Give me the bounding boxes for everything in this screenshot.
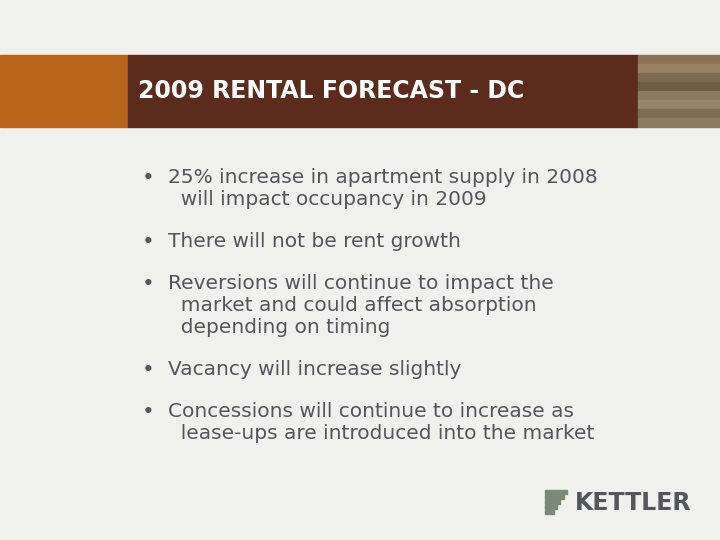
Bar — [638, 100, 720, 109]
Text: Vacancy will increase slightly: Vacancy will increase slightly — [168, 360, 462, 379]
Text: •: • — [142, 360, 154, 380]
Bar — [545, 505, 557, 509]
Bar — [638, 73, 720, 82]
Bar — [638, 64, 720, 73]
Text: •: • — [142, 274, 154, 294]
Bar — [128, 55, 638, 127]
Bar — [0, 55, 128, 127]
Bar — [545, 495, 564, 499]
Bar — [638, 91, 720, 100]
Text: depending on timing: depending on timing — [168, 318, 390, 337]
Bar — [545, 490, 567, 494]
Text: •: • — [142, 232, 154, 252]
Bar — [638, 55, 720, 64]
Text: 25% increase in apartment supply in 2008: 25% increase in apartment supply in 2008 — [168, 168, 598, 187]
Text: Concessions will continue to increase as: Concessions will continue to increase as — [168, 402, 574, 421]
Text: •: • — [142, 402, 154, 422]
Text: •: • — [142, 168, 154, 188]
Bar — [638, 118, 720, 127]
Text: will impact occupancy in 2009: will impact occupancy in 2009 — [168, 190, 487, 209]
Bar — [545, 510, 554, 514]
Bar — [638, 109, 720, 118]
Bar — [638, 82, 720, 91]
Text: lease-ups are introduced into the market: lease-ups are introduced into the market — [168, 424, 595, 443]
Bar — [545, 500, 560, 504]
Text: There will not be rent growth: There will not be rent growth — [168, 232, 461, 251]
Text: Reversions will continue to impact the: Reversions will continue to impact the — [168, 274, 554, 293]
Text: market and could affect absorption: market and could affect absorption — [168, 296, 536, 315]
Text: KETTLER: KETTLER — [575, 490, 691, 515]
Text: 2009 RENTAL FORECAST - DC: 2009 RENTAL FORECAST - DC — [138, 79, 524, 103]
